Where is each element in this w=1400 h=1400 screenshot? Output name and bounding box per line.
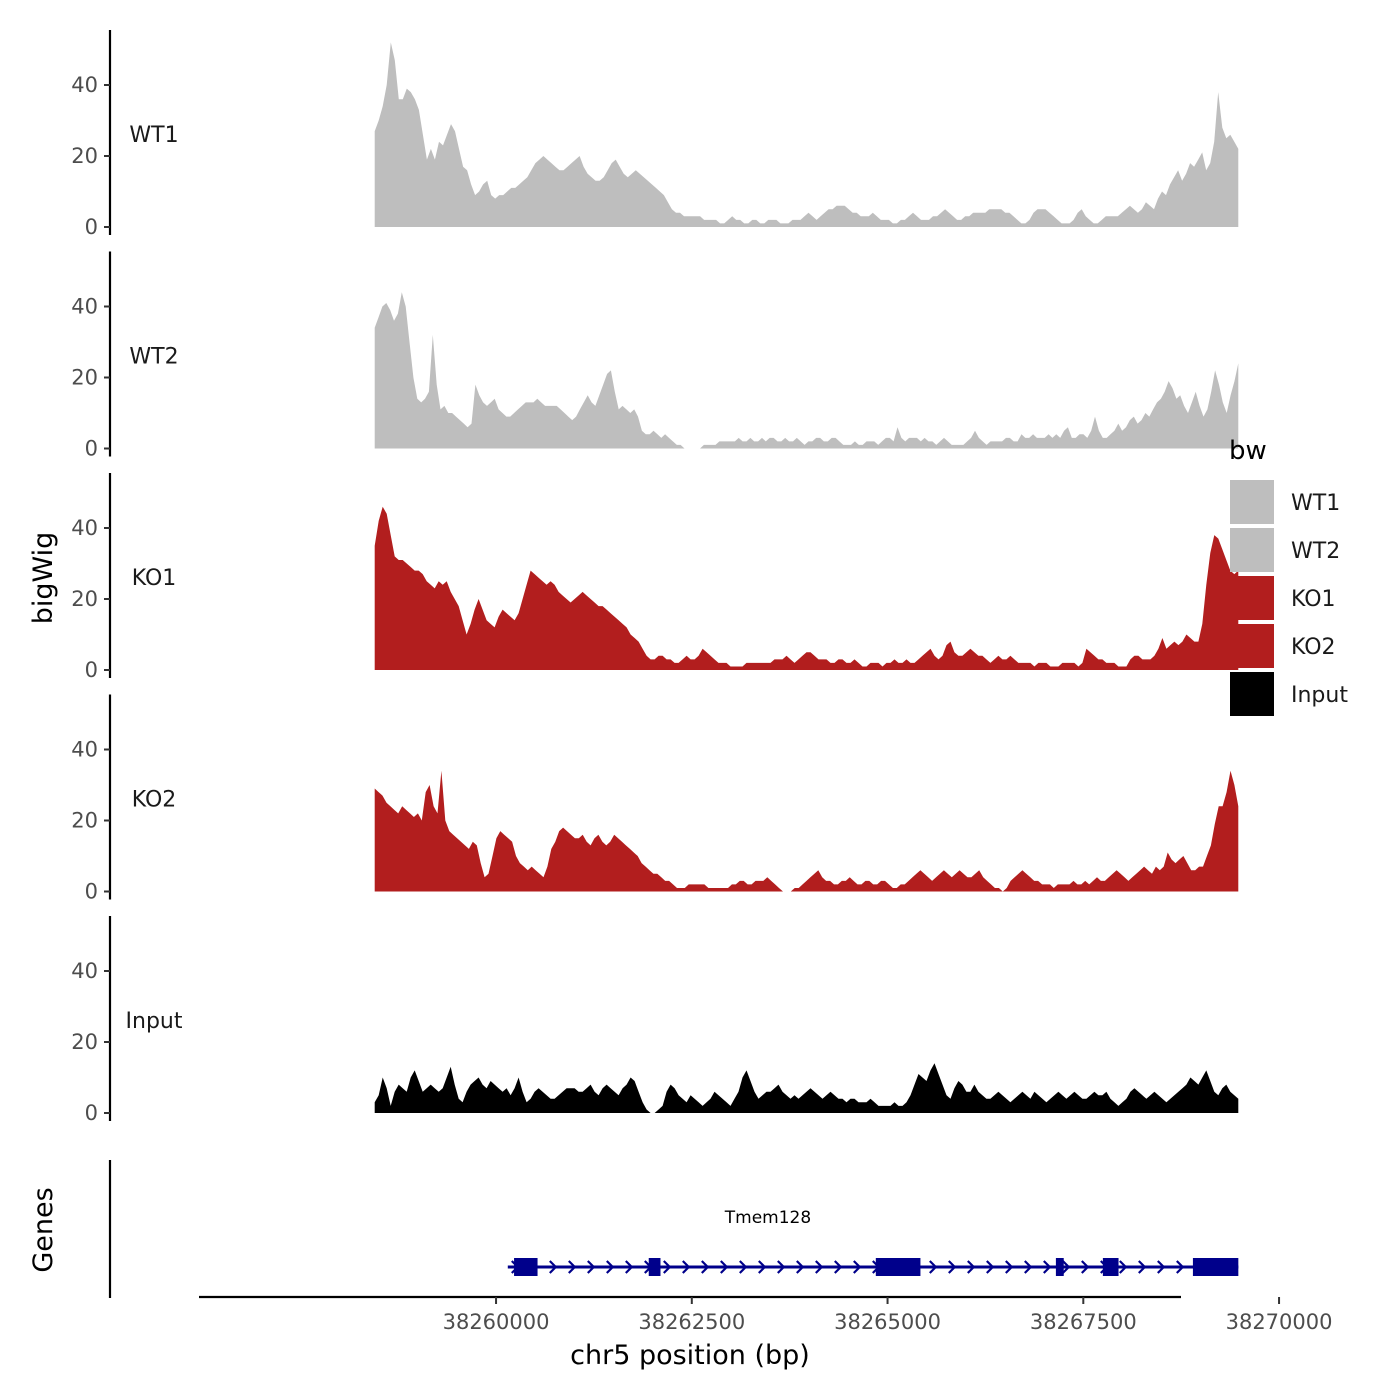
- y-tick-label: 40: [71, 295, 98, 319]
- gene-exon: [875, 1258, 921, 1276]
- genes-panel-title: Genes: [28, 1187, 59, 1272]
- y-tick-label: 0: [85, 1101, 98, 1125]
- strand-arrow: [739, 1260, 748, 1274]
- strand-arrow: [625, 1260, 634, 1274]
- y-tick-label: 0: [85, 215, 98, 239]
- strand-arrow: [1024, 1260, 1033, 1274]
- strand-arrow: [682, 1260, 691, 1274]
- legend-item-wt2: WT2: [1230, 528, 1340, 572]
- track-label: WT1: [129, 123, 178, 148]
- track-label: WT2: [129, 345, 178, 370]
- track-wt2: 0 20 40 WT2: [71, 251, 1239, 461]
- strand-arrow: [853, 1260, 862, 1274]
- y-tick-label: 0: [85, 658, 98, 682]
- legend-swatch: [1230, 624, 1274, 668]
- x-axis-title: chr5 position (bp): [570, 1340, 810, 1371]
- strand-arrow: [834, 1260, 843, 1274]
- x-tick-label: 38262500: [638, 1310, 745, 1334]
- legend-label: KO2: [1291, 635, 1336, 660]
- gene-exon: [514, 1258, 538, 1276]
- coverage-area-wt2: [374, 292, 1239, 449]
- y-tick-label: 20: [71, 366, 98, 390]
- gene-exon: [1192, 1258, 1239, 1276]
- strand-arrow: [587, 1260, 596, 1274]
- y-tick-label: 20: [71, 144, 98, 168]
- y-tick-label: 0: [85, 880, 98, 904]
- strand-arrow: [986, 1260, 995, 1274]
- strand-arrow: [777, 1260, 786, 1274]
- strand-arrow: [1005, 1260, 1014, 1274]
- strand-arrow: [796, 1260, 805, 1274]
- track-ko2: 0 20 40 KO2: [71, 694, 1239, 904]
- legend-swatch: [1230, 480, 1274, 524]
- legend-item-ko2: KO2: [1230, 624, 1336, 668]
- y-axis-title: bigWig: [28, 532, 59, 625]
- strand-arrow: [1062, 1260, 1071, 1274]
- x-axis: 38260000 38262500 38265000 38267500 38270000: [199, 1295, 1333, 1334]
- legend-item-ko1: KO1: [1230, 576, 1336, 620]
- legend-title: bw: [1229, 436, 1267, 466]
- y-tick-label: 40: [71, 738, 98, 762]
- strand-arrow: [663, 1260, 672, 1274]
- strand-arrow: [1119, 1260, 1128, 1274]
- legend-swatch: [1230, 576, 1274, 620]
- gene-exon: [1102, 1258, 1119, 1276]
- legend-item-wt1: WT1: [1230, 480, 1340, 524]
- coverage-area-wt1: [374, 42, 1239, 228]
- genes-panel: Tmem128: [108, 1160, 1239, 1298]
- gene-label: Tmem128: [724, 1208, 811, 1228]
- coverage-area-ko1: [374, 506, 1239, 670]
- y-tick-label: 40: [71, 73, 98, 97]
- track-label: KO1: [132, 566, 177, 591]
- coverage-area-ko2: [374, 770, 1239, 892]
- x-tick-label: 38270000: [1226, 1310, 1333, 1334]
- strand-arrow: [1081, 1260, 1090, 1274]
- track-wt1: 0 20 40 WT1: [71, 30, 1239, 239]
- legend-label: Input: [1291, 683, 1348, 708]
- strand-arrow: [1157, 1260, 1166, 1274]
- strand-arrow: [1043, 1260, 1052, 1274]
- track-ko1: 0 20 40 KO1: [71, 473, 1239, 682]
- legend-label: KO1: [1291, 587, 1336, 612]
- strand-arrow: [929, 1260, 938, 1274]
- legend-swatch: [1230, 528, 1274, 572]
- y-tick-label: 40: [71, 959, 98, 983]
- coverage-tracks: 0 20 40 WT1 0 20 40 WT2 0 20 40 KO1 0 20 40 KO2 0 20 40 Inp…: [71, 30, 1239, 1125]
- y-tick-label: 20: [71, 809, 98, 833]
- track-input: 0 20 40 Input: [71, 916, 1239, 1125]
- strand-arrow: [948, 1260, 957, 1274]
- gene-exon: [1055, 1258, 1064, 1276]
- y-tick-label: 20: [71, 1030, 98, 1054]
- track-label: Input: [126, 1009, 183, 1034]
- legend-swatch: [1230, 672, 1274, 716]
- strand-arrow: [568, 1260, 577, 1274]
- y-tick-label: 20: [71, 587, 98, 611]
- legend-label: WT2: [1291, 539, 1340, 564]
- gene-exon: [648, 1258, 661, 1276]
- legend-label: WT1: [1291, 491, 1340, 516]
- strand-arrow: [701, 1260, 710, 1274]
- strand-arrow: [1138, 1260, 1147, 1274]
- strand-arrow: [967, 1260, 976, 1274]
- x-tick-label: 38267500: [1030, 1310, 1137, 1334]
- y-tick-label: 0: [85, 437, 98, 461]
- strand-arrow: [720, 1260, 729, 1274]
- strand-arrow: [815, 1260, 824, 1274]
- track-label: KO2: [132, 788, 177, 813]
- legend: bw WT1 WT2 KO1 KO2 Input: [1229, 436, 1348, 716]
- strand-arrow: [606, 1260, 615, 1274]
- strand-arrow: [1176, 1260, 1185, 1274]
- gene-tmem128: Tmem128: [507, 1208, 1239, 1276]
- y-tick-label: 40: [71, 516, 98, 540]
- legend-item-input: Input: [1230, 672, 1348, 716]
- strand-arrow: [549, 1260, 558, 1274]
- strand-arrow: [758, 1260, 767, 1274]
- x-tick-label: 38260000: [443, 1310, 550, 1334]
- x-tick-label: 38265000: [834, 1310, 941, 1334]
- coverage-area-input: [374, 1063, 1239, 1113]
